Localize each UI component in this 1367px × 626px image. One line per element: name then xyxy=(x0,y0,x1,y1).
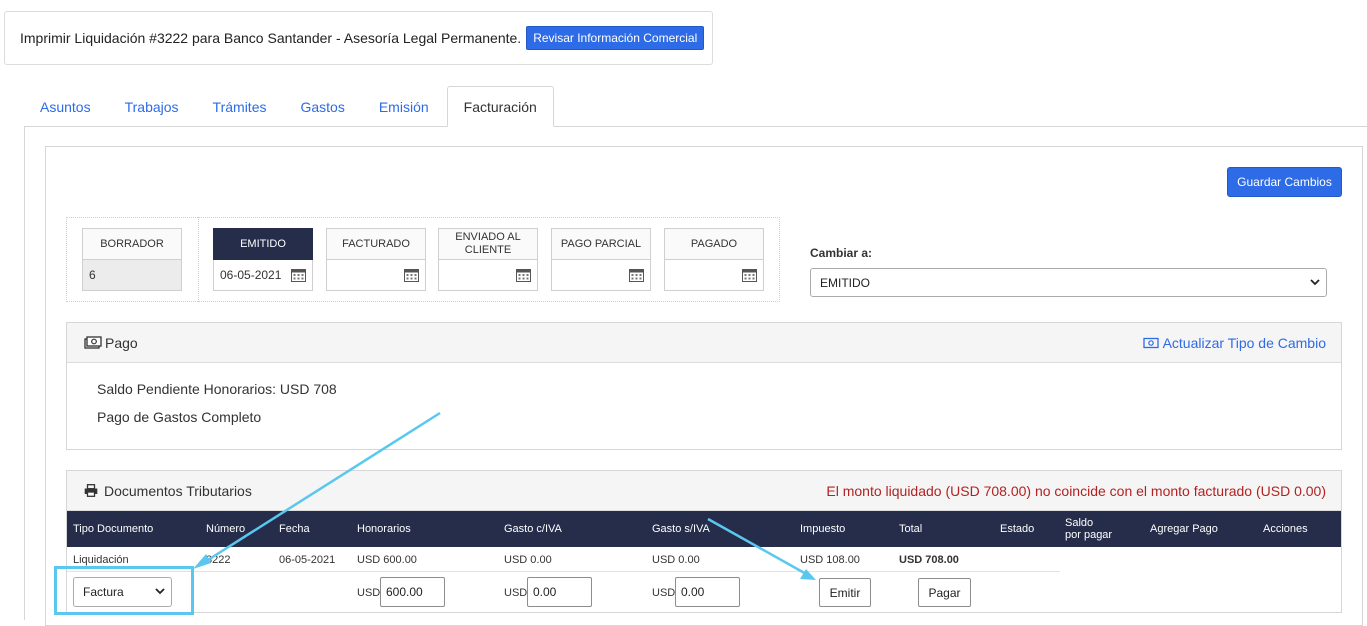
status-facturado: FACTURADO xyxy=(326,228,426,291)
col-gasto-c-iva: Gasto c/IVA xyxy=(504,523,562,535)
tab-asuntos[interactable]: Asuntos xyxy=(40,98,91,115)
status-pago-parcial: PAGO PARCIAL xyxy=(551,228,651,291)
print-icon xyxy=(84,484,98,497)
table-header: Tipo Documento Número Fecha Honorarios G… xyxy=(67,511,1341,547)
col-total: Total xyxy=(899,523,923,535)
pending-fees-text: Saldo Pendiente Honorarios: USD 708 xyxy=(97,381,337,397)
calendar-icon[interactable] xyxy=(291,268,306,282)
save-changes-button[interactable]: Guardar Cambios xyxy=(1227,167,1342,197)
calendar-icon[interactable] xyxy=(404,268,419,282)
status-emitido: EMITIDO 06-05-2021 xyxy=(213,228,313,291)
status-timeline xyxy=(66,217,780,302)
status-date-field[interactable]: 06-05-2021 xyxy=(213,260,313,291)
status-label: BORRADOR xyxy=(82,228,182,260)
col-agregar-pago: Agregar Pago xyxy=(1150,523,1218,535)
col-gasto-s-iva: Gasto s/IVA xyxy=(652,523,710,535)
gasto-s-iva-input[interactable]: 0.00 xyxy=(675,577,740,607)
col-saldo-por-pagar: Saldo por pagar xyxy=(1065,511,1112,547)
tab-facturacion[interactable]: Facturación xyxy=(446,86,554,127)
status-label: PAGADO xyxy=(664,228,764,260)
cell-tipo: Liquidación xyxy=(73,554,129,566)
col-impuesto: Impuesto xyxy=(800,523,846,535)
change-status-select[interactable]: EMITIDO xyxy=(810,268,1327,297)
payment-header: Pago Actualizar Tipo de Cambio xyxy=(67,323,1341,363)
status-date-value: 06-05-2021 xyxy=(220,268,282,282)
status-date-field[interactable] xyxy=(438,260,538,291)
col-saldo-line2: por pagar xyxy=(1065,529,1113,541)
status-label: PAGO PARCIAL xyxy=(551,228,651,260)
honorarios-input[interactable]: 600.00 xyxy=(380,577,445,607)
calendar-icon[interactable] xyxy=(629,268,644,282)
row-divider xyxy=(67,571,1060,572)
update-exchange-rate-link[interactable]: Actualizar Tipo de Cambio xyxy=(1142,335,1326,351)
col-estado: Estado xyxy=(1000,523,1035,535)
col-numero: Número xyxy=(206,523,246,535)
col-honorarios: Honorarios xyxy=(357,523,411,535)
cell-fecha: 06-05-2021 xyxy=(279,554,336,566)
cell-gasto-s-iva: USD 0.00 xyxy=(652,554,700,566)
col-tipo-documento: Tipo Documento xyxy=(73,523,154,535)
status-divider xyxy=(198,217,199,302)
tab-bar: Asuntos Trabajos Trámites Gastos Emisión… xyxy=(24,86,556,127)
page-title: Imprimir Liquidación #3222 para Banco Sa… xyxy=(20,30,522,46)
col-fecha: Fecha xyxy=(279,523,310,535)
tab-tramites[interactable]: Trámites xyxy=(212,98,267,115)
cell-total: USD 708.00 xyxy=(899,554,959,566)
status-pagado: PAGADO xyxy=(664,228,764,291)
currency-icon xyxy=(1142,337,1159,349)
document-type-select[interactable]: Factura xyxy=(73,577,172,607)
cell-gasto-c-iva: USD 0.00 xyxy=(504,554,552,566)
amount-mismatch-warning: El monto liquidado (USD 708.00) no coinc… xyxy=(826,483,1326,499)
cell-honorarios: USD 600.00 xyxy=(357,554,417,566)
tab-trabajos[interactable]: Trabajos xyxy=(124,98,179,115)
expenses-status-text: Pago de Gastos Completo xyxy=(97,409,262,425)
status-label: ENVIADO AL CLIENTE xyxy=(438,228,538,260)
tab-gastos[interactable]: Gastos xyxy=(300,98,345,115)
status-label: EMITIDO xyxy=(213,228,313,260)
tab-emision[interactable]: Emisión xyxy=(378,98,429,115)
col-saldo-line1: Saldo xyxy=(1065,517,1094,529)
change-status-label: Cambiar a: xyxy=(810,246,873,260)
gasto-c-iva-input[interactable]: 0.00 xyxy=(527,577,592,607)
currency-label: USD xyxy=(357,587,381,599)
status-borrador: BORRADOR 6 xyxy=(82,228,182,291)
pay-button[interactable]: Pagar xyxy=(918,578,971,607)
chevron-down-icon xyxy=(1310,279,1320,286)
calendar-icon[interactable] xyxy=(742,268,757,282)
annotation-highlight-box xyxy=(54,566,194,615)
status-date-field[interactable] xyxy=(664,260,764,291)
tax-documents-header: Documentos Tributarios El monto liquidad… xyxy=(67,471,1341,511)
tab-divider xyxy=(24,126,1367,127)
status-enviado-cliente: ENVIADO AL CLIENTE xyxy=(438,228,538,291)
money-icon xyxy=(84,335,102,349)
payment-title: Pago xyxy=(105,334,138,351)
currency-label: USD xyxy=(652,587,676,599)
status-date-field[interactable] xyxy=(326,260,426,291)
chevron-down-icon xyxy=(155,588,165,595)
review-commercial-info-button[interactable]: Revisar Información Comercial xyxy=(526,26,705,50)
emit-button[interactable]: Emitir xyxy=(819,578,871,607)
tax-documents-title: Documentos Tributarios xyxy=(104,482,252,499)
cell-impuesto: USD 108.00 xyxy=(800,554,860,566)
update-exchange-rate-label: Actualizar Tipo de Cambio xyxy=(1162,335,1326,351)
col-acciones: Acciones xyxy=(1263,523,1308,535)
currency-label: USD xyxy=(504,587,528,599)
payment-section: Pago Actualizar Tipo de Cambio Saldo Pen… xyxy=(66,322,1342,450)
document-type-value: Factura xyxy=(83,585,124,599)
tab-content-border xyxy=(24,126,25,620)
status-date-field[interactable] xyxy=(551,260,651,291)
calendar-icon[interactable] xyxy=(516,268,531,282)
status-value: 6 xyxy=(82,260,182,291)
title-card: Imprimir Liquidación #3222 para Banco Sa… xyxy=(4,11,713,65)
cell-numero: 3222 xyxy=(206,554,231,566)
change-status-value: EMITIDO xyxy=(820,275,870,290)
tax-documents-section: Documentos Tributarios El monto liquidad… xyxy=(66,470,1342,613)
status-label: FACTURADO xyxy=(326,228,426,260)
